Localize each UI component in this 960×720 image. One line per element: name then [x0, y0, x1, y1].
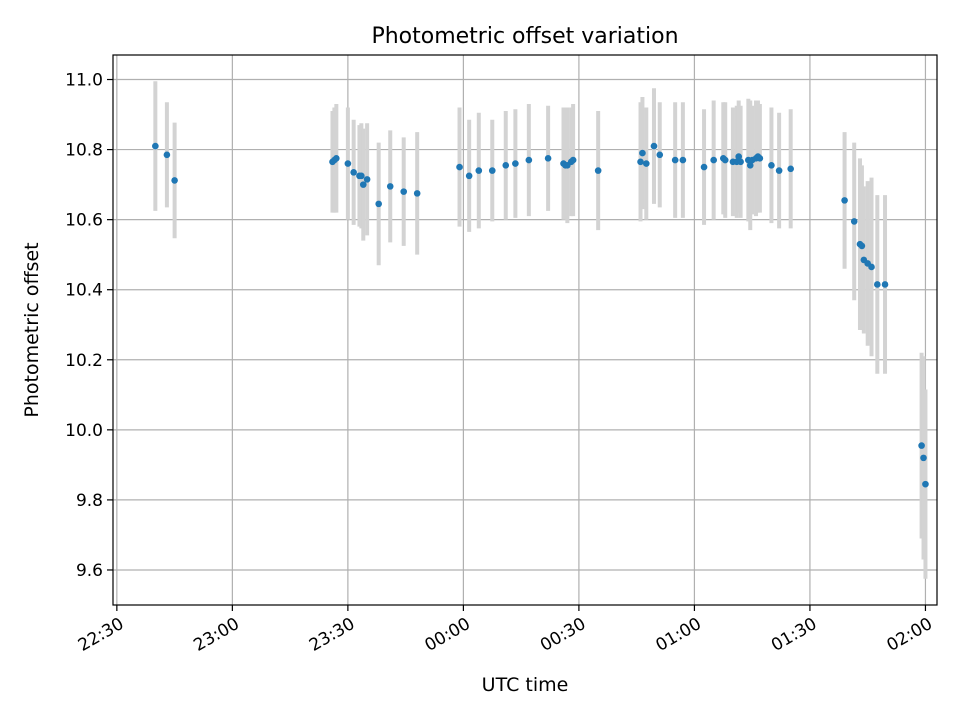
data-point: [375, 200, 382, 208]
data-point: [569, 156, 577, 164]
data-point: [721, 156, 729, 164]
data-point: [922, 480, 929, 488]
data-point: [594, 167, 602, 174]
data-point: [735, 153, 743, 160]
data-point: [650, 142, 658, 150]
data-point: [920, 454, 927, 462]
data-point: [656, 151, 664, 159]
data-point: [918, 442, 925, 449]
data-point: [465, 172, 473, 180]
y-tick-label: 9.6: [76, 561, 103, 581]
y-tick-label: 10.4: [65, 281, 103, 301]
data-point: [881, 281, 889, 288]
data-point: [152, 142, 159, 150]
y-tick-label: 10.6: [65, 211, 103, 231]
data-point: [544, 155, 552, 162]
data-point: [413, 190, 421, 197]
data-point: [344, 160, 352, 167]
data-point: [700, 163, 708, 171]
data-point: [768, 162, 775, 169]
data-point: [671, 156, 679, 164]
data-point: [333, 155, 340, 162]
data-points: [152, 142, 929, 488]
y-tick-label: 10.8: [65, 141, 103, 161]
y-tick-label: 10.0: [65, 421, 103, 441]
data-point: [746, 162, 754, 169]
data-point: [502, 162, 510, 169]
data-point: [163, 151, 171, 159]
data-point: [358, 172, 365, 180]
data-point: [359, 181, 367, 188]
data-point: [475, 167, 483, 174]
data-point: [400, 188, 408, 195]
data-point: [710, 156, 717, 164]
data-point: [350, 169, 357, 176]
data-point: [525, 156, 533, 164]
data-point: [386, 183, 394, 190]
y-tick-label: 11.0: [65, 71, 103, 91]
chart-title: Photometric offset variation: [371, 24, 678, 49]
data-point: [874, 281, 881, 288]
data-point: [841, 197, 848, 204]
data-point: [775, 167, 783, 174]
data-point: [850, 218, 858, 225]
y-tick-label: 10.2: [65, 351, 103, 371]
y-axis-label: Photometric offset: [21, 242, 43, 417]
data-point: [488, 167, 496, 174]
data-point: [642, 160, 650, 167]
data-point: [363, 176, 371, 183]
y-tick-label: 9.8: [76, 491, 103, 511]
data-point: [639, 149, 646, 157]
data-point: [858, 242, 866, 250]
data-point: [679, 156, 687, 164]
plot-frame: [112, 54, 938, 606]
x-axis-label: UTC time: [482, 674, 569, 696]
data-point: [756, 155, 764, 162]
data-point: [737, 158, 744, 166]
data-point: [456, 163, 463, 171]
data-point: [171, 177, 178, 184]
data-point: [868, 263, 875, 271]
data-point: [637, 158, 644, 166]
data-point: [787, 165, 794, 173]
data-point: [512, 160, 519, 167]
